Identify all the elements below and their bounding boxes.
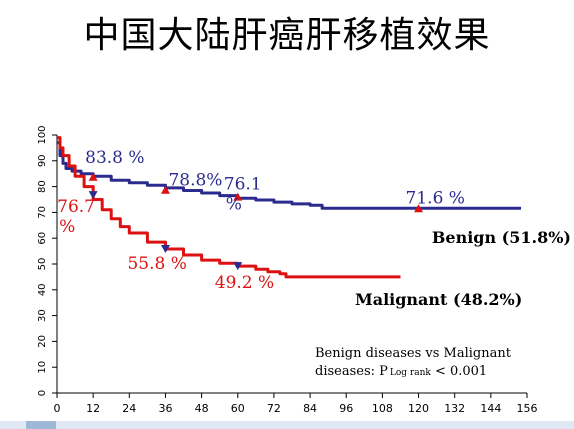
data-label-line: 49.2 % xyxy=(215,273,274,293)
data-label-line: 76.7 xyxy=(57,197,95,217)
y-tick-label: 50 xyxy=(37,258,48,271)
x-tick-label: 0 xyxy=(54,402,61,415)
bottom-tab xyxy=(26,421,56,429)
x-tick-label: 72 xyxy=(267,402,281,415)
y-tick-label: 70 xyxy=(37,206,48,219)
data-label-line: 71.6 % xyxy=(406,188,465,208)
data-label: 49.2 % xyxy=(215,273,274,293)
data-label-line: 55.8 % xyxy=(127,254,186,274)
x-tick-label: 96 xyxy=(339,402,353,415)
malignant-marker xyxy=(88,191,98,200)
x-tick-label: 144 xyxy=(480,402,501,415)
benign-marker xyxy=(233,192,243,201)
benign-marker xyxy=(414,204,424,213)
x-tick-label: 120 xyxy=(408,402,429,415)
data-label-line: 83.8 % xyxy=(85,148,144,168)
x-tick-label: 48 xyxy=(195,402,209,415)
slide-title: 中国大陆肝癌肝移植效果 xyxy=(83,15,491,56)
y-tick-label: 90 xyxy=(37,154,48,167)
y-tick-label: 60 xyxy=(37,232,48,245)
data-label: 71.6 % xyxy=(406,188,465,208)
data-label: 83.8 % xyxy=(85,148,144,168)
data-label-line: % xyxy=(59,217,75,237)
x-tick-label: 156 xyxy=(517,402,538,415)
y-tick-label: 20 xyxy=(37,335,48,348)
x-tick-label: 12 xyxy=(86,402,100,415)
y-tick-label: 40 xyxy=(37,283,48,296)
benign-marker xyxy=(88,172,98,181)
x-tick-label: 108 xyxy=(372,402,393,415)
annotation-line-2: diseases: P Log rank < 0.001 xyxy=(315,364,487,379)
data-label-line: 76.1 xyxy=(224,175,262,195)
malignant-marker xyxy=(233,262,243,271)
y-tick-label: 80 xyxy=(37,180,48,193)
bottom-strip xyxy=(0,421,574,429)
data-label: 76.1% xyxy=(224,175,262,215)
x-tick-label: 84 xyxy=(303,402,317,415)
series-label-malignant: Malignant (48.2%) xyxy=(355,290,522,309)
malignant-survival-curve xyxy=(57,136,401,279)
data-label-line: 78.8% xyxy=(168,171,222,191)
data-label: 55.8 % xyxy=(127,254,186,274)
benign-survival-curve xyxy=(57,141,521,210)
data-label: 78.8% xyxy=(168,171,222,191)
y-tick-label: 0 xyxy=(37,390,48,396)
x-tick-label: 60 xyxy=(231,402,245,415)
data-label-line: % xyxy=(226,195,242,215)
x-tick-label: 36 xyxy=(158,402,172,415)
y-tick-label: 100 xyxy=(37,125,48,144)
data-label: 76.7% xyxy=(57,197,95,237)
annotation-part: diseases: P xyxy=(315,364,388,379)
annotation-part: Log rank xyxy=(390,368,431,378)
annotation-line-1: Benign diseases vs Malignant xyxy=(315,346,512,361)
y-tick-label: 10 xyxy=(37,361,48,374)
benign-marker xyxy=(160,185,170,194)
x-tick-label: 24 xyxy=(122,402,136,415)
malignant-marker xyxy=(160,245,170,254)
series-label-benign: Benign (51.8%) xyxy=(432,228,571,247)
y-tick-label: 30 xyxy=(37,309,48,322)
x-tick-label: 132 xyxy=(444,402,465,415)
annotation-part: < 0.001 xyxy=(431,364,487,379)
